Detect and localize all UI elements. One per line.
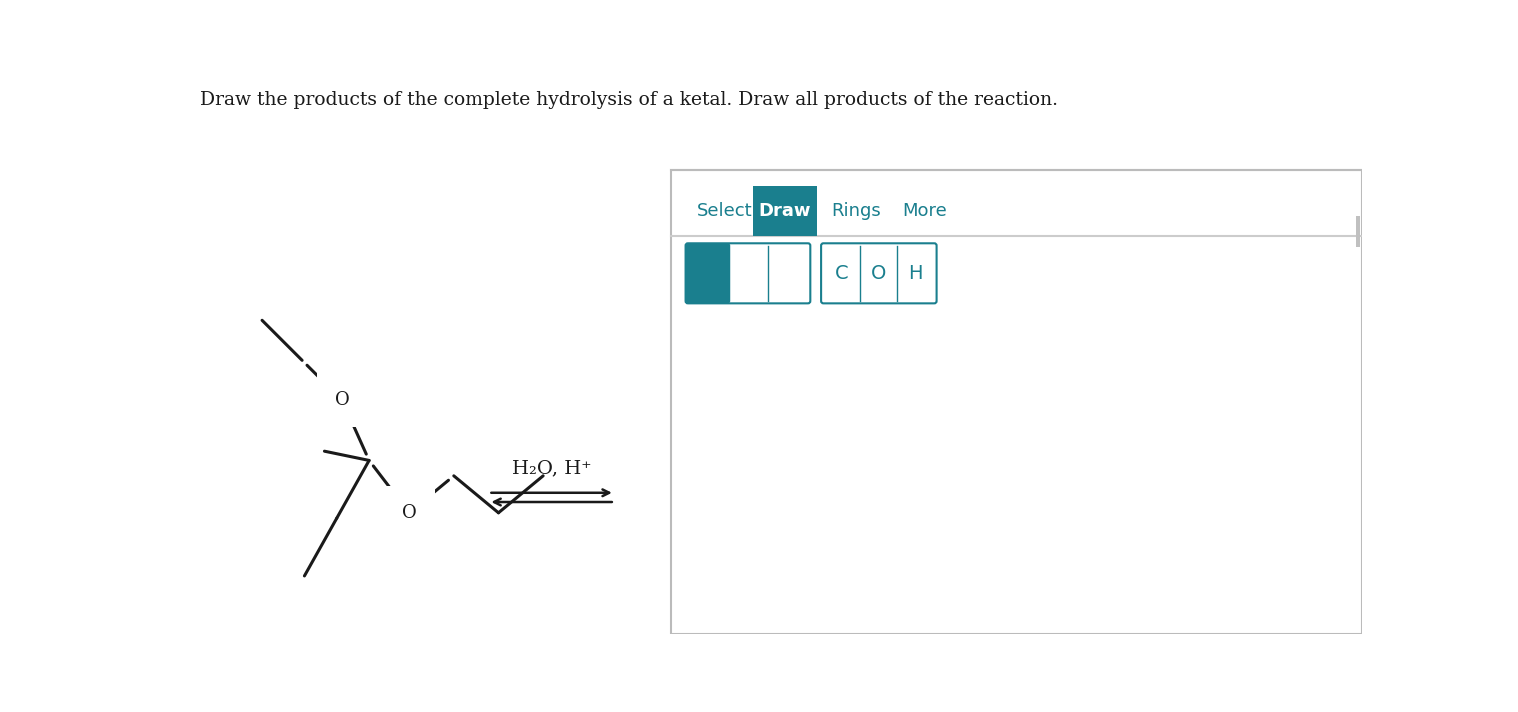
Text: More: More xyxy=(903,201,947,219)
Text: Select: Select xyxy=(697,201,753,219)
FancyBboxPatch shape xyxy=(821,244,937,303)
Text: O: O xyxy=(335,392,349,409)
Text: H₂O, H⁺: H₂O, H⁺ xyxy=(512,459,592,477)
Bar xyxy=(671,170,1363,634)
Text: Draw: Draw xyxy=(759,201,811,219)
Bar xyxy=(753,186,817,236)
Text: Rings: Rings xyxy=(830,201,880,219)
Text: O: O xyxy=(402,504,416,522)
Text: O: O xyxy=(871,264,887,283)
Bar xyxy=(1356,216,1360,247)
FancyBboxPatch shape xyxy=(686,244,730,303)
Text: C: C xyxy=(835,264,849,283)
Text: H: H xyxy=(909,264,923,283)
Text: Draw the products of the complete hydrolysis of a ketal. Draw all products of th: Draw the products of the complete hydrol… xyxy=(200,91,1058,109)
FancyBboxPatch shape xyxy=(686,244,811,303)
